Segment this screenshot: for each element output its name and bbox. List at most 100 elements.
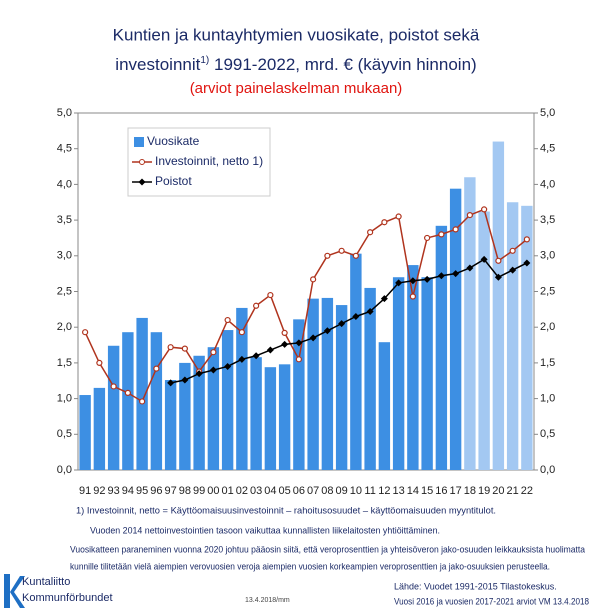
footnote: Vuoden 2014 nettoinvestointien tasoon va… bbox=[90, 526, 440, 537]
bar bbox=[207, 347, 220, 470]
footnote: kunnille tilitetään vielä aiempien verov… bbox=[70, 562, 550, 573]
marker bbox=[423, 275, 431, 283]
bar bbox=[236, 307, 248, 470]
bar bbox=[278, 364, 291, 470]
bar bbox=[164, 380, 177, 470]
marker bbox=[324, 252, 331, 259]
marker bbox=[110, 383, 117, 390]
x-tick-label: 98 bbox=[179, 485, 191, 497]
marker bbox=[310, 276, 317, 283]
x-tick-label: 94 bbox=[122, 485, 134, 497]
y-tick-label: 4,0 bbox=[57, 178, 72, 190]
x-tick-label: 21 bbox=[507, 485, 519, 497]
title-superscript: 1) bbox=[200, 55, 209, 66]
y2-tick-label: 0,0 bbox=[540, 464, 555, 476]
logo bbox=[4, 574, 25, 608]
marker bbox=[495, 257, 502, 264]
marker bbox=[252, 352, 260, 360]
y-tick-label: 1,0 bbox=[57, 393, 72, 405]
bar bbox=[335, 305, 348, 470]
marker bbox=[509, 266, 517, 274]
bar bbox=[264, 367, 277, 470]
source: Vuosi 2016 ja vuosien 2017-2021 arviot V… bbox=[394, 596, 589, 606]
bar bbox=[407, 265, 419, 470]
bar bbox=[122, 332, 134, 470]
marker bbox=[494, 273, 502, 281]
y2-tick-label: 0,5 bbox=[540, 428, 555, 440]
marker bbox=[295, 356, 302, 363]
marker bbox=[437, 272, 445, 280]
y-tick-label: 0,0 bbox=[57, 464, 72, 476]
marker bbox=[352, 252, 359, 259]
marker bbox=[167, 344, 174, 351]
bar bbox=[193, 355, 205, 470]
bar bbox=[136, 317, 148, 470]
legend-marker bbox=[138, 178, 146, 186]
x-tick-label: 92 bbox=[93, 485, 105, 497]
x-tick-label: 93 bbox=[108, 485, 120, 497]
bar bbox=[492, 141, 505, 470]
x-tick-label: 03 bbox=[250, 485, 262, 497]
legend-swatch bbox=[134, 137, 144, 147]
footnote: 1) Investoinnit, netto = Käyttöomaisuusi… bbox=[76, 506, 496, 517]
marker bbox=[181, 376, 189, 384]
y2-tick-label: 3,5 bbox=[540, 214, 555, 226]
marker bbox=[281, 340, 289, 348]
bar bbox=[179, 362, 191, 470]
x-tick-label: 08 bbox=[321, 485, 333, 497]
bar bbox=[221, 330, 234, 470]
marker bbox=[481, 206, 488, 213]
bar bbox=[321, 297, 334, 470]
marker bbox=[438, 231, 445, 238]
bar bbox=[521, 205, 533, 470]
x-tick-label: 96 bbox=[150, 485, 162, 497]
marker bbox=[509, 247, 516, 254]
marker bbox=[366, 307, 374, 315]
marker bbox=[266, 346, 274, 354]
legend-marker bbox=[139, 159, 145, 165]
marker bbox=[96, 359, 103, 366]
marker bbox=[480, 255, 488, 263]
x-tick-label: 99 bbox=[193, 485, 205, 497]
bar bbox=[150, 332, 163, 470]
marker bbox=[253, 302, 260, 309]
marker bbox=[452, 226, 459, 233]
marker bbox=[380, 295, 388, 303]
x-tick-label: 09 bbox=[336, 485, 348, 497]
marker bbox=[309, 334, 317, 342]
x-tick-label: 17 bbox=[450, 485, 462, 497]
marker bbox=[195, 370, 203, 378]
marker bbox=[523, 236, 530, 243]
y-tick-label: 2,5 bbox=[57, 285, 72, 297]
marker bbox=[167, 379, 175, 387]
bar bbox=[478, 211, 490, 471]
marker bbox=[210, 349, 217, 356]
logo-text: Kuntaliitto bbox=[22, 576, 70, 588]
y-tick-label: 4,5 bbox=[57, 143, 72, 155]
y-tick-label: 3,5 bbox=[57, 214, 72, 226]
y-tick-label: 2,0 bbox=[57, 321, 72, 333]
marker bbox=[424, 234, 431, 242]
x-tick-label: 18 bbox=[464, 485, 476, 497]
x-tick-label: 11 bbox=[364, 485, 375, 497]
x-tick-label: 91 bbox=[79, 485, 91, 497]
marker bbox=[452, 270, 460, 278]
marker bbox=[352, 312, 360, 320]
y2-tick-label: 2,0 bbox=[540, 321, 555, 333]
chart-subtitle: (arviot painelaskelman mukaan) bbox=[190, 80, 403, 97]
bar bbox=[79, 395, 91, 470]
footnote: Vuosikatteen paraneminen vuonna 2020 joh… bbox=[70, 545, 586, 556]
marker bbox=[139, 398, 146, 405]
y2-tick-label: 5,0 bbox=[540, 107, 555, 119]
x-tick-label: 01 bbox=[222, 485, 234, 497]
marker bbox=[209, 366, 217, 374]
x-tick-label: 06 bbox=[293, 485, 305, 497]
chart-title: Kuntien ja kuntayhtymien vuosikate, pois… bbox=[113, 25, 480, 44]
marker bbox=[238, 355, 246, 363]
marker bbox=[224, 316, 231, 324]
x-tick-label: 22 bbox=[521, 485, 533, 497]
marker bbox=[124, 389, 131, 396]
chart-title: 1991-2022, mrd. € (käyvin hinnoin) bbox=[209, 55, 476, 74]
x-tick-label: 04 bbox=[264, 485, 276, 497]
